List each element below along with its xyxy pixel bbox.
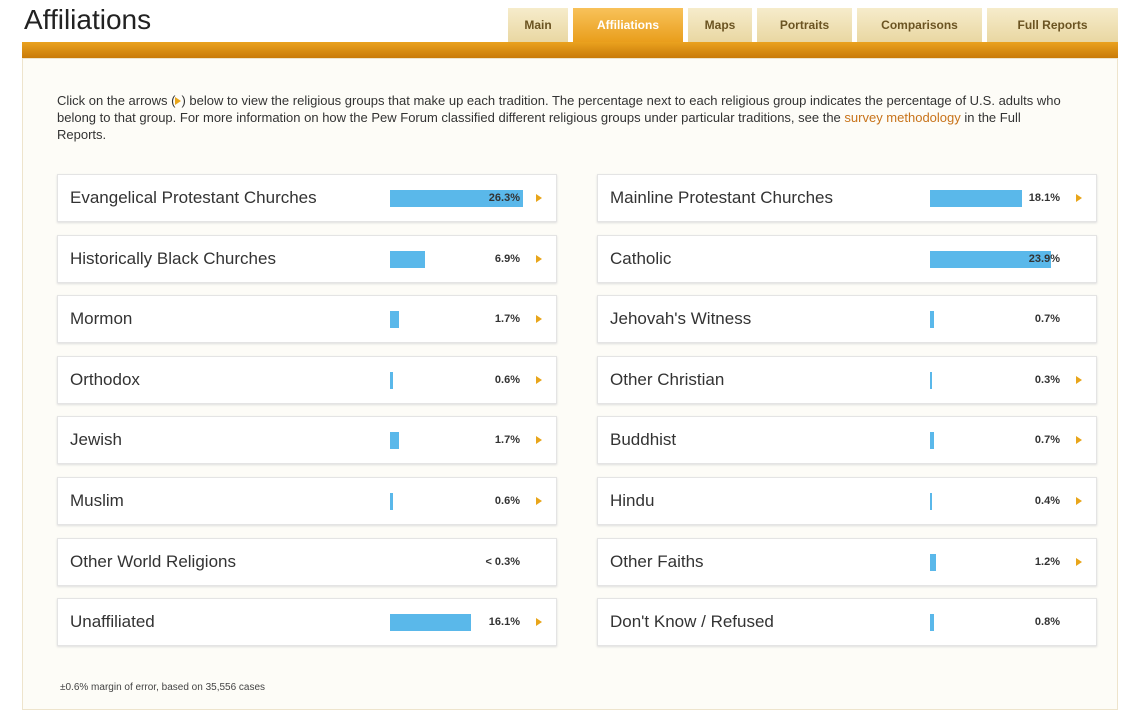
value-label: 0.4% [1034,495,1060,507]
bar [390,190,524,207]
bar [930,190,1022,207]
value-label: < 0.3% [485,555,520,568]
value-label: 1.2% [1034,555,1060,568]
value-label: 0.3% [1034,373,1060,386]
tab[interactable]: Full Reports [987,8,1118,42]
link[interactable]: survey methodology [844,110,961,125]
value-label: 16.1% [488,616,520,629]
group-label: Don't Know / Refused [610,612,774,632]
group-label: Mainline Protestant Churches [610,188,834,207]
group-row[interactable]: Other Christian 0.3% [597,355,1097,404]
group-label: Other World Religions [70,551,236,571]
group-label: Jewish [70,430,122,450]
group-row[interactable]: Buddhist 0.7% [597,416,1097,465]
value-label: 0.6% [494,495,520,507]
footnote: ±0.6% margin of error, based on 35,556 c… [60,682,266,693]
tab[interactable]: Main [508,8,568,42]
bar [930,614,935,632]
tab[interactable]: Affiliations [573,8,683,42]
value-label: 0.8% [1034,616,1060,629]
group-row[interactable]: Other World Religions < 0.3% [57,537,557,586]
expand-arrow[interactable] [536,618,542,627]
arrow-icon [175,97,182,105]
value-label: 0.6% [494,373,520,386]
group-label: Catholic [610,248,672,268]
group-row[interactable]: Jehovah's Witness 0.7% [597,295,1097,344]
value-label: 23.9% [1028,252,1060,265]
expand-arrow[interactable] [1076,497,1082,505]
group-row[interactable]: Mormon 1.7% [57,295,557,344]
expand-arrow[interactable] [1076,375,1082,384]
group-row[interactable]: Orthodox 0.6% [57,355,557,404]
value-label: 18.1% [1028,192,1060,204]
expand-arrow[interactable] [1076,436,1082,445]
tab[interactable]: Maps [688,8,752,42]
expand-arrow[interactable] [1076,557,1082,566]
group-row[interactable]: Other Faiths 1.2% [597,537,1097,586]
group-row[interactable]: Catholic 23.9% [597,234,1097,283]
bar [930,311,934,329]
page-title: Affiliations [24,4,152,35]
group-label: Evangelical Protestant Churches [70,188,317,207]
expand-arrow[interactable] [536,497,542,505]
bar [930,250,1051,268]
group-label: Jehovah's Witness [610,309,752,329]
expand-arrow[interactable] [536,315,542,324]
value-label: 1.7% [494,434,520,447]
group-label: Orthodox [70,369,140,389]
expand-arrow[interactable] [536,254,542,263]
tab-bar [22,42,1118,58]
group-row[interactable]: Historically Black Churches 6.9% [57,234,557,283]
tab[interactable]: Portraits [757,8,852,42]
bar [390,311,399,329]
value-label: 1.7% [494,313,520,326]
group-label: Unaffiliated [70,612,155,632]
group-label: Buddhist [610,430,677,450]
value-label: 0.7% [1034,313,1060,326]
group-label: Historically Black Churches [70,248,276,268]
intro: Click on the arrows () below to view the… [57,92,1067,143]
group-row[interactable]: Jewish 1.7% [57,416,557,465]
intro-text: Click on the arrows ( [57,93,176,108]
group-row[interactable]: Evangelical Protestant Churches 26.3% [57,174,557,222]
group-row[interactable]: Unaffiliated 16.1% [57,598,557,647]
bar [930,371,932,389]
group-label: Mormon [70,309,133,329]
value-label: 0.7% [1034,434,1060,447]
value-label: 26.3% [488,192,520,204]
group-label: Hindu [610,491,655,510]
group-row[interactable]: Mainline Protestant Churches 18.1% [597,174,1097,222]
expand-arrow[interactable] [536,194,542,202]
group-label: Muslim [70,491,124,510]
group-row[interactable]: Don't Know / Refused 0.8% [597,598,1097,647]
group-label: Other Christian [610,369,725,389]
expand-arrow[interactable] [536,436,542,445]
expand-arrow[interactable] [1076,194,1082,202]
bar [390,614,472,632]
group-row[interactable]: Hindu 0.4% [597,477,1097,525]
intro-text: in the Full Reports. [57,110,1021,142]
bar [390,493,394,510]
value-label: 6.9% [494,252,520,265]
tab[interactable]: Comparisons [857,8,982,42]
bar [390,371,394,389]
bar [390,432,399,450]
group-row[interactable]: Muslim 0.6% [57,477,557,525]
bar [930,553,937,571]
bar [390,250,425,268]
tabs: Main Affiliations Maps Portraits Comparisons… [508,8,1118,42]
bar [930,432,934,450]
group-label: Other Faiths [610,551,704,571]
intro-text: ) below to view the religious groups tha… [57,93,1061,125]
expand-arrow[interactable] [536,375,542,384]
bar [930,493,933,510]
